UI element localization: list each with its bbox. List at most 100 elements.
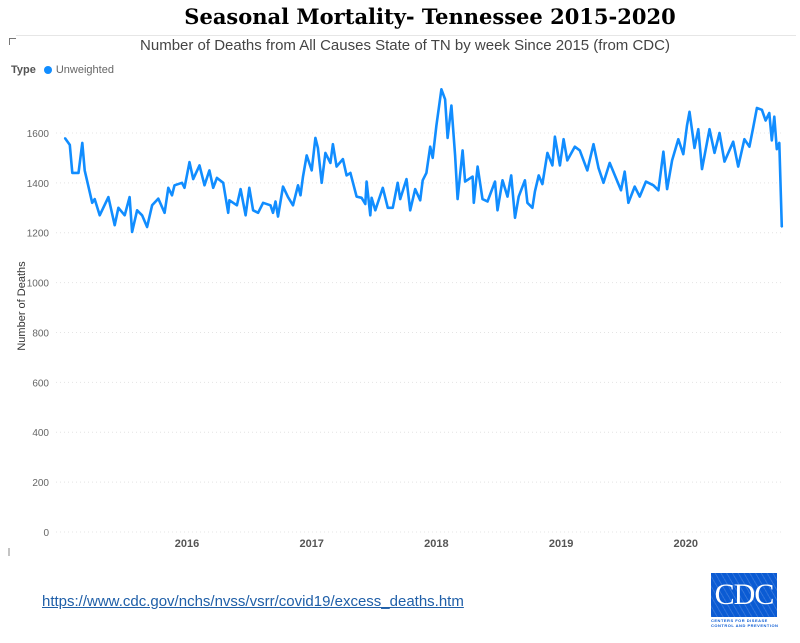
data-point[interactable] <box>562 138 565 140</box>
data-point[interactable] <box>496 209 499 212</box>
data-point[interactable] <box>534 190 536 193</box>
data-point[interactable] <box>627 201 630 204</box>
source-link[interactable]: https://www.cdc.gov/nchs/nvss/vsrr/covid… <box>42 593 464 610</box>
data-point[interactable] <box>444 98 446 101</box>
data-point[interactable] <box>63 137 66 139</box>
data-point[interactable] <box>686 124 688 127</box>
data-point[interactable] <box>244 214 247 217</box>
data-point[interactable] <box>551 164 554 167</box>
data-point[interactable] <box>314 137 317 139</box>
data-point[interactable] <box>299 194 302 197</box>
data-point[interactable] <box>771 139 773 142</box>
data-point[interactable] <box>81 142 84 144</box>
data-point[interactable] <box>748 145 751 148</box>
data-point[interactable] <box>510 174 513 177</box>
data-point[interactable] <box>342 158 344 160</box>
data-point[interactable] <box>77 172 80 174</box>
data-point[interactable] <box>93 198 96 200</box>
data-point[interactable] <box>329 162 332 164</box>
data-point[interactable] <box>131 231 133 233</box>
data-point[interactable] <box>778 142 781 144</box>
data-point[interactable] <box>287 196 289 198</box>
data-point[interactable] <box>183 187 186 189</box>
data-point[interactable] <box>645 180 647 183</box>
data-point[interactable] <box>743 138 746 140</box>
data-point[interactable] <box>566 159 569 162</box>
data-point[interactable] <box>239 188 242 190</box>
data-point[interactable] <box>320 182 323 184</box>
data-point[interactable] <box>192 178 195 180</box>
data-point[interactable] <box>252 209 254 212</box>
data-point[interactable] <box>317 147 319 149</box>
data-point[interactable] <box>756 107 758 109</box>
data-point[interactable] <box>620 189 622 192</box>
data-point[interactable] <box>123 214 126 217</box>
data-point[interactable] <box>431 157 434 159</box>
data-point[interactable] <box>68 144 71 146</box>
data-point[interactable] <box>399 198 402 200</box>
data-point[interactable] <box>481 198 484 200</box>
data-point[interactable] <box>262 201 264 204</box>
data-point[interactable] <box>531 206 534 209</box>
data-point[interactable] <box>524 179 526 182</box>
data-point[interactable] <box>623 170 626 173</box>
data-point[interactable] <box>212 187 214 189</box>
data-point[interactable] <box>208 169 211 172</box>
data-point[interactable] <box>514 216 516 219</box>
data-point[interactable] <box>349 172 352 174</box>
data-point[interactable] <box>282 185 284 188</box>
data-point[interactable] <box>355 195 358 198</box>
data-point[interactable] <box>222 182 224 184</box>
data-point[interactable] <box>157 197 160 200</box>
data-point[interactable] <box>370 197 373 199</box>
data-point[interactable] <box>713 152 716 154</box>
data-point[interactable] <box>494 180 496 183</box>
data-point[interactable] <box>292 204 294 207</box>
data-point[interactable] <box>391 206 394 209</box>
data-point[interactable] <box>71 172 74 174</box>
data-point[interactable] <box>188 161 191 163</box>
data-point[interactable] <box>136 209 138 212</box>
data-point[interactable] <box>269 204 272 207</box>
data-point[interactable] <box>454 154 456 157</box>
data-point[interactable] <box>537 174 540 177</box>
data-point[interactable] <box>332 143 334 145</box>
data-point[interactable] <box>141 214 143 217</box>
data-point[interactable] <box>181 182 183 184</box>
data-point[interactable] <box>425 172 428 174</box>
data-point[interactable] <box>396 182 399 184</box>
data-point[interactable] <box>752 127 754 129</box>
data-point[interactable] <box>216 177 218 179</box>
data-point[interactable] <box>305 154 308 157</box>
data-point[interactable] <box>732 140 734 143</box>
data-point[interactable] <box>248 187 251 189</box>
data-point[interactable] <box>662 150 665 153</box>
data-point[interactable] <box>203 184 206 187</box>
data-point[interactable] <box>446 137 449 139</box>
data-point[interactable] <box>718 132 721 134</box>
data-point[interactable] <box>737 165 739 168</box>
data-point[interactable] <box>761 108 763 111</box>
data-point[interactable] <box>559 164 561 167</box>
data-point[interactable] <box>440 88 443 91</box>
data-point[interactable] <box>146 226 148 228</box>
data-point[interactable] <box>476 165 479 168</box>
data-point[interactable] <box>471 175 474 178</box>
data-point[interactable] <box>360 197 363 199</box>
data-point[interactable] <box>369 214 372 217</box>
data-point[interactable] <box>236 204 238 207</box>
data-point[interactable] <box>419 199 421 202</box>
data-point[interactable] <box>171 194 173 197</box>
data-point[interactable] <box>227 211 229 214</box>
data-point[interactable] <box>526 201 529 204</box>
data-point[interactable] <box>274 200 277 203</box>
data-point[interactable] <box>83 169 86 172</box>
data-point[interactable] <box>414 188 417 190</box>
data-point[interactable] <box>579 149 581 152</box>
data-point[interactable] <box>365 180 368 183</box>
data-point[interactable] <box>405 178 408 180</box>
data-point[interactable] <box>764 119 767 122</box>
data-point[interactable] <box>541 183 544 185</box>
focus-mode-corner-icon[interactable] <box>9 38 16 45</box>
data-point[interactable] <box>773 115 776 118</box>
